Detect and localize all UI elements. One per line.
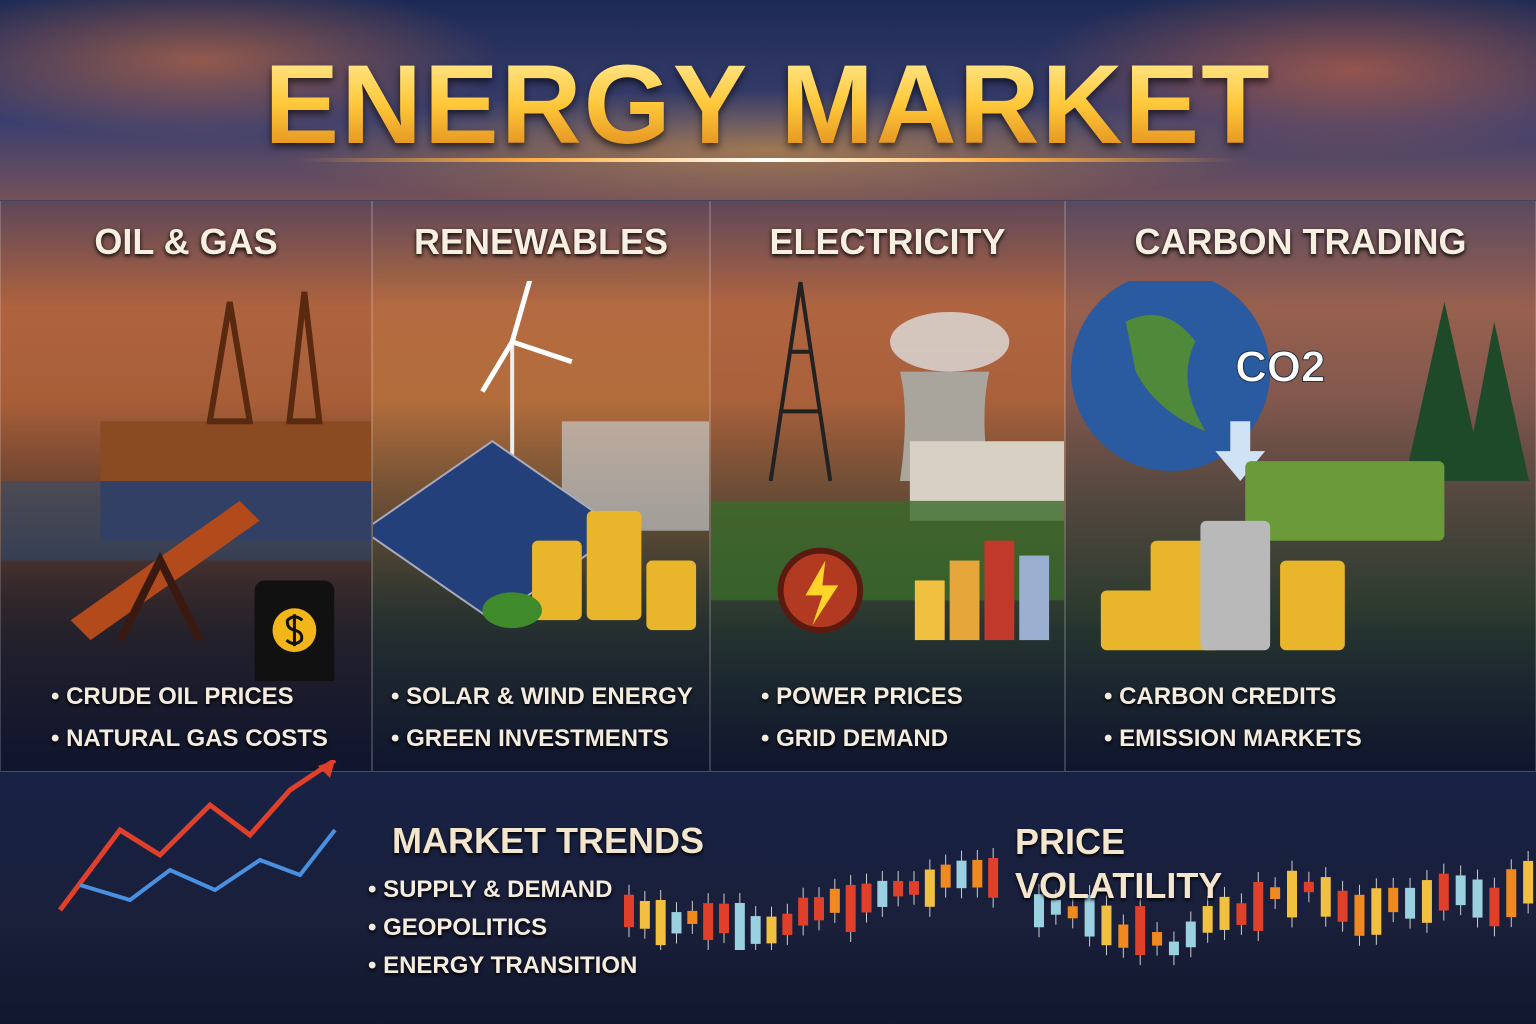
price-volatility-line2: VOLATILITY (1015, 865, 1223, 906)
candle (1320, 877, 1331, 917)
candle (1337, 890, 1348, 922)
bullet-item: ENERGY TRANSITION (368, 952, 637, 980)
bullet-item: CRUDE OIL PRICES (1, 683, 371, 711)
candle (1421, 880, 1432, 923)
candle (829, 888, 840, 913)
candle (1489, 887, 1500, 927)
co2-label: CO2 (1235, 342, 1325, 391)
dollar-icon (285, 614, 304, 647)
candle (1152, 932, 1163, 946)
candle (1185, 921, 1196, 948)
candle (798, 897, 809, 926)
candle (687, 910, 698, 924)
trend-lines-icon (58, 760, 337, 912)
candle (1101, 905, 1112, 946)
candle (1270, 887, 1281, 899)
coin-stacks-icon (1100, 520, 1345, 651)
candle (956, 860, 967, 889)
candle (639, 901, 650, 929)
candle (814, 897, 824, 921)
candle (1287, 870, 1297, 918)
power-plant-icon (711, 281, 1064, 641)
panel-carbon-trading: CARBON TRADING CO2 CARBON CREDITS EMISSI… (1065, 200, 1536, 772)
candle (1303, 881, 1314, 893)
title-flare (300, 158, 1236, 162)
bullet-item: POWER PRICES (711, 683, 1064, 711)
candle (861, 883, 872, 913)
section-heading: ELECTRICITY (769, 221, 1006, 262)
candle (1202, 906, 1213, 933)
candle (924, 869, 935, 907)
candle (1388, 887, 1399, 913)
leaf-icon (482, 592, 542, 629)
candle (1253, 882, 1264, 931)
candle (1168, 941, 1179, 956)
candle (750, 916, 761, 944)
candle (1472, 879, 1483, 918)
candle (1371, 888, 1382, 935)
candle (1118, 924, 1129, 948)
candle (766, 916, 777, 944)
bar-chart-icon (914, 540, 1050, 641)
bullet-item: GEOPOLITICS (368, 914, 547, 942)
bullet-item: SUPPLY & DEMAND (368, 876, 612, 904)
candlestick-chart-trends (624, 847, 999, 950)
price-volatility-heading: PRICE VOLATILITY (1015, 820, 1222, 908)
candle (1219, 896, 1230, 930)
candle (972, 859, 983, 888)
globe-co2-icon: CO2 (1071, 281, 1530, 651)
candle (655, 899, 666, 946)
panel-electricity: ELECTRICITY POWER PRICES GRID DEMAND (710, 200, 1065, 772)
section-heading: OIL & GAS (94, 221, 278, 262)
cash-stack-icon (1245, 461, 1445, 541)
candle (1354, 894, 1365, 936)
bullet-item: NATURAL GAS COSTS (1, 725, 371, 753)
section-heading: RENEWABLES (413, 221, 669, 262)
candle (1438, 873, 1449, 911)
candle (1455, 875, 1466, 906)
candle (845, 884, 856, 932)
candle (703, 903, 714, 941)
bullet-item: GREEN INVESTMENTS (373, 725, 709, 753)
bullet-item: GRID DEMAND (711, 725, 1064, 753)
coin-stacks-icon (532, 510, 697, 631)
bullet-item: CARBON CREDITS (1066, 683, 1535, 711)
candle (1050, 899, 1061, 915)
section-heading: CARBON TRADING (1134, 221, 1467, 262)
candle (1067, 906, 1078, 919)
candle (877, 880, 888, 907)
candle (734, 902, 745, 950)
candle (719, 903, 729, 934)
candle (1084, 895, 1095, 937)
price-volatility-line1: PRICE (1015, 821, 1126, 862)
page-title: ENERGY MARKET (0, 40, 1536, 169)
candle (671, 912, 682, 934)
candle (624, 894, 634, 928)
candle (1034, 894, 1044, 928)
bullet-item: EMISSION MARKETS (1066, 725, 1535, 753)
pylon-icon (768, 281, 833, 482)
sunset-sky (0, 0, 1536, 200)
candle (940, 864, 951, 888)
candle (1523, 860, 1534, 904)
candle (1135, 906, 1146, 956)
candle (988, 857, 999, 898)
tree-icon (1404, 301, 1530, 481)
candle (893, 880, 904, 897)
candle (1506, 869, 1517, 918)
candle (782, 913, 793, 935)
panel-oil-gas: OIL & GAS CRUDE OIL PRICES NATURAL GAS C… (0, 200, 372, 772)
lightning-icon (805, 560, 839, 626)
candle (909, 881, 919, 895)
bullet-item: SOLAR & WIND ENERGY (373, 683, 709, 711)
candlestick-chart-volatility (1034, 850, 1534, 966)
market-trends-heading: MARKET TRENDS (392, 820, 704, 861)
panel-renewables: RENEWABLES SOLAR & WIND ENERGY GREEN INV… (372, 200, 710, 772)
oil-rig-icon (1, 291, 371, 681)
candle (1405, 887, 1416, 919)
candle (1236, 903, 1247, 925)
wind-turbine-icon (373, 281, 709, 631)
